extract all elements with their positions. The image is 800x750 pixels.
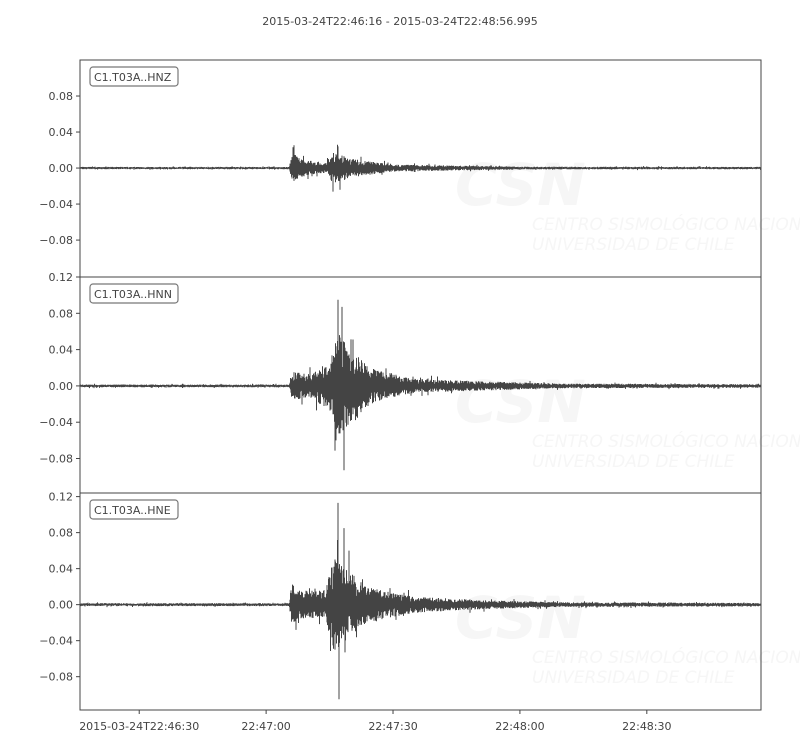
trace-label: C1.T03A..HNE [89,499,179,520]
y-tick-label: −0.04 [39,416,73,429]
x-tick-label: 22:47:30 [368,720,417,733]
watermark-logo: CSN [455,368,586,436]
y-tick-label: 0.12 [49,491,74,504]
y-tick-label: 0.04 [49,563,74,576]
y-tick-label: 0.00 [49,380,74,393]
y-tick-label: −0.08 [39,234,73,247]
watermark-logo: CSN [455,584,586,652]
x-tick-label: 22:48:30 [622,720,671,733]
watermark-line2: UNIVERSIDAD DE CHILE [532,668,735,688]
trace-label-box [89,66,179,87]
watermark-logo: CSN [455,151,586,219]
y-tick-label: −0.08 [39,453,73,466]
x-tick-label: 2015-03-24T22:46:30 [79,720,199,733]
trace-label-box [89,499,179,520]
trace-label-text: C1.T03A..HNN [94,288,172,301]
watermark-line2: UNIVERSIDAD DE CHILE [532,452,735,472]
y-tick-label: 0.04 [49,126,74,139]
y-tick-label: 0.00 [49,162,74,175]
trace-label: C1.T03A..HNN [89,283,179,304]
waveform-trace [79,144,761,192]
watermark-line1: CENTRO SISMOLÓGICO NACIONAL [532,430,800,452]
trace-label-text: C1.T03A..HNZ [94,71,172,84]
y-tick-label: 0.12 [49,271,74,284]
x-tick-label: 22:47:00 [241,720,290,733]
watermark-line1: CENTRO SISMOLÓGICO NACIONAL [532,646,800,668]
y-tick-label: 0.08 [49,527,74,540]
y-tick-label: −0.08 [39,671,73,684]
y-tick-label: −0.04 [39,635,73,648]
trace-label-text: C1.T03A..HNE [94,504,171,517]
watermark-line2: UNIVERSIDAD DE CHILE [532,235,735,255]
chart-title: 2015-03-24T22:46:16 - 2015-03-24T22:48:5… [262,15,538,28]
y-tick-label: 0.00 [49,599,74,612]
trace-label-box [89,283,179,304]
trace-label: C1.T03A..HNZ [89,66,179,87]
y-tick-label: 0.08 [49,90,74,103]
y-tick-label: −0.04 [39,198,73,211]
y-tick-label: 0.04 [49,344,74,357]
y-tick-label: 0.08 [49,307,74,320]
axes-frame [79,492,762,711]
watermark-line1: CENTRO SISMOLÓGICO NACIONAL [532,213,800,235]
x-tick-label: 22:48:00 [495,720,544,733]
